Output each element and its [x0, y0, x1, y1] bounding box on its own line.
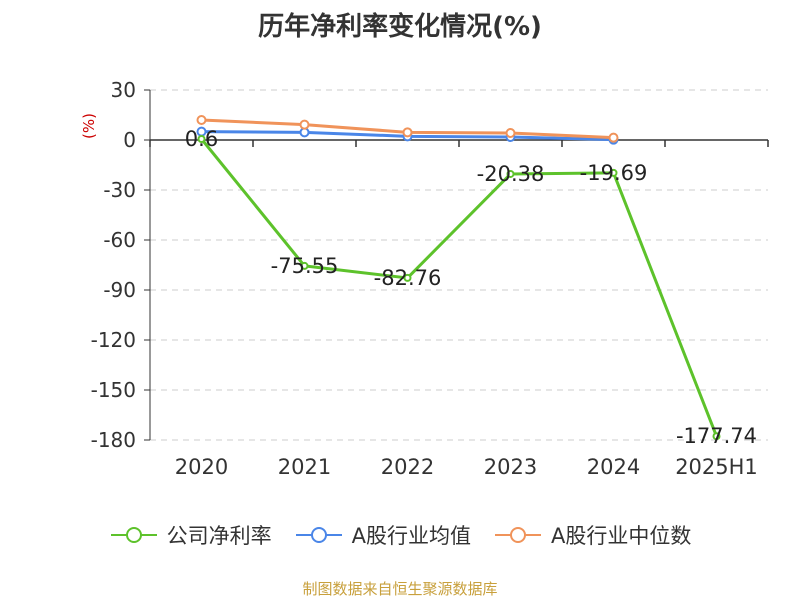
x-tick-label: 2021: [278, 455, 331, 479]
data-point: [299, 119, 310, 130]
x-tick-label: 2025H1: [675, 455, 758, 479]
grid-lines: [150, 89, 768, 441]
legend-swatch-green: [110, 527, 157, 543]
data-label: -177.74: [676, 424, 757, 448]
x-tick-label: 2020: [175, 455, 228, 479]
source-note: 制图数据来自恒生聚源数据库: [302, 580, 498, 598]
chart-title: 历年净利率变化情况(%): [258, 12, 542, 42]
y-tick-label: -30: [103, 178, 136, 202]
legend-item-company-net-margin[interactable]: 公司净利率: [109, 520, 272, 550]
data-point: [609, 168, 618, 177]
data-label: -82.76: [374, 266, 442, 290]
data-label: -75.55: [271, 254, 339, 278]
legend-swatch-blue: [295, 527, 342, 543]
y-tick-label: 0: [123, 128, 136, 152]
data-point: [505, 128, 516, 138]
data-point: [197, 135, 206, 143]
data-label: -19.69: [580, 161, 648, 185]
legend-label: A股行业均值: [351, 524, 471, 548]
legend-label: A股行业中位数: [551, 524, 692, 548]
data-point: [506, 169, 515, 178]
legend: 公司净利率 A股行业均值 A股行业中位数: [0, 520, 800, 550]
y-tick-label: -180: [91, 428, 136, 452]
legend-swatch-orange: [495, 527, 541, 543]
data-label: 0.6: [185, 127, 218, 151]
legend-item-industry-median[interactable]: A股行业中位数: [493, 520, 691, 550]
data-point: [712, 432, 721, 441]
legend-label: 公司净利率: [166, 524, 272, 548]
data-label: -20.38: [477, 162, 545, 186]
y-tick-label: -60: [103, 228, 136, 252]
legend-item-industry-mean[interactable]: A股行业均值: [294, 520, 471, 550]
y-tick-label: -90: [103, 278, 136, 302]
x-tick-label: 2022: [381, 455, 434, 479]
data-point: [402, 127, 413, 138]
data-point: [300, 261, 309, 270]
series-line: [200, 138, 718, 437]
x-tick-label: 2024: [587, 455, 640, 479]
data-labels: 0.6 -75.55 -82.76 -20.38 -19.69 -177.74: [185, 127, 757, 448]
y-tick-label: -120: [91, 328, 136, 352]
data-point: [608, 132, 619, 143]
y-tick-label: -150: [91, 378, 136, 402]
data-point: [403, 273, 412, 282]
series-lines: [196, 115, 721, 441]
y-tick-label: 30: [111, 78, 136, 102]
y-axis-label: (%): [80, 113, 98, 139]
data-point: [196, 115, 207, 125]
x-tick-label: 2023: [484, 455, 537, 479]
axes: 30 0 -30 -60 -90 -120 -150 -180 (%) 2020 2021 2022 2…: [80, 78, 769, 479]
